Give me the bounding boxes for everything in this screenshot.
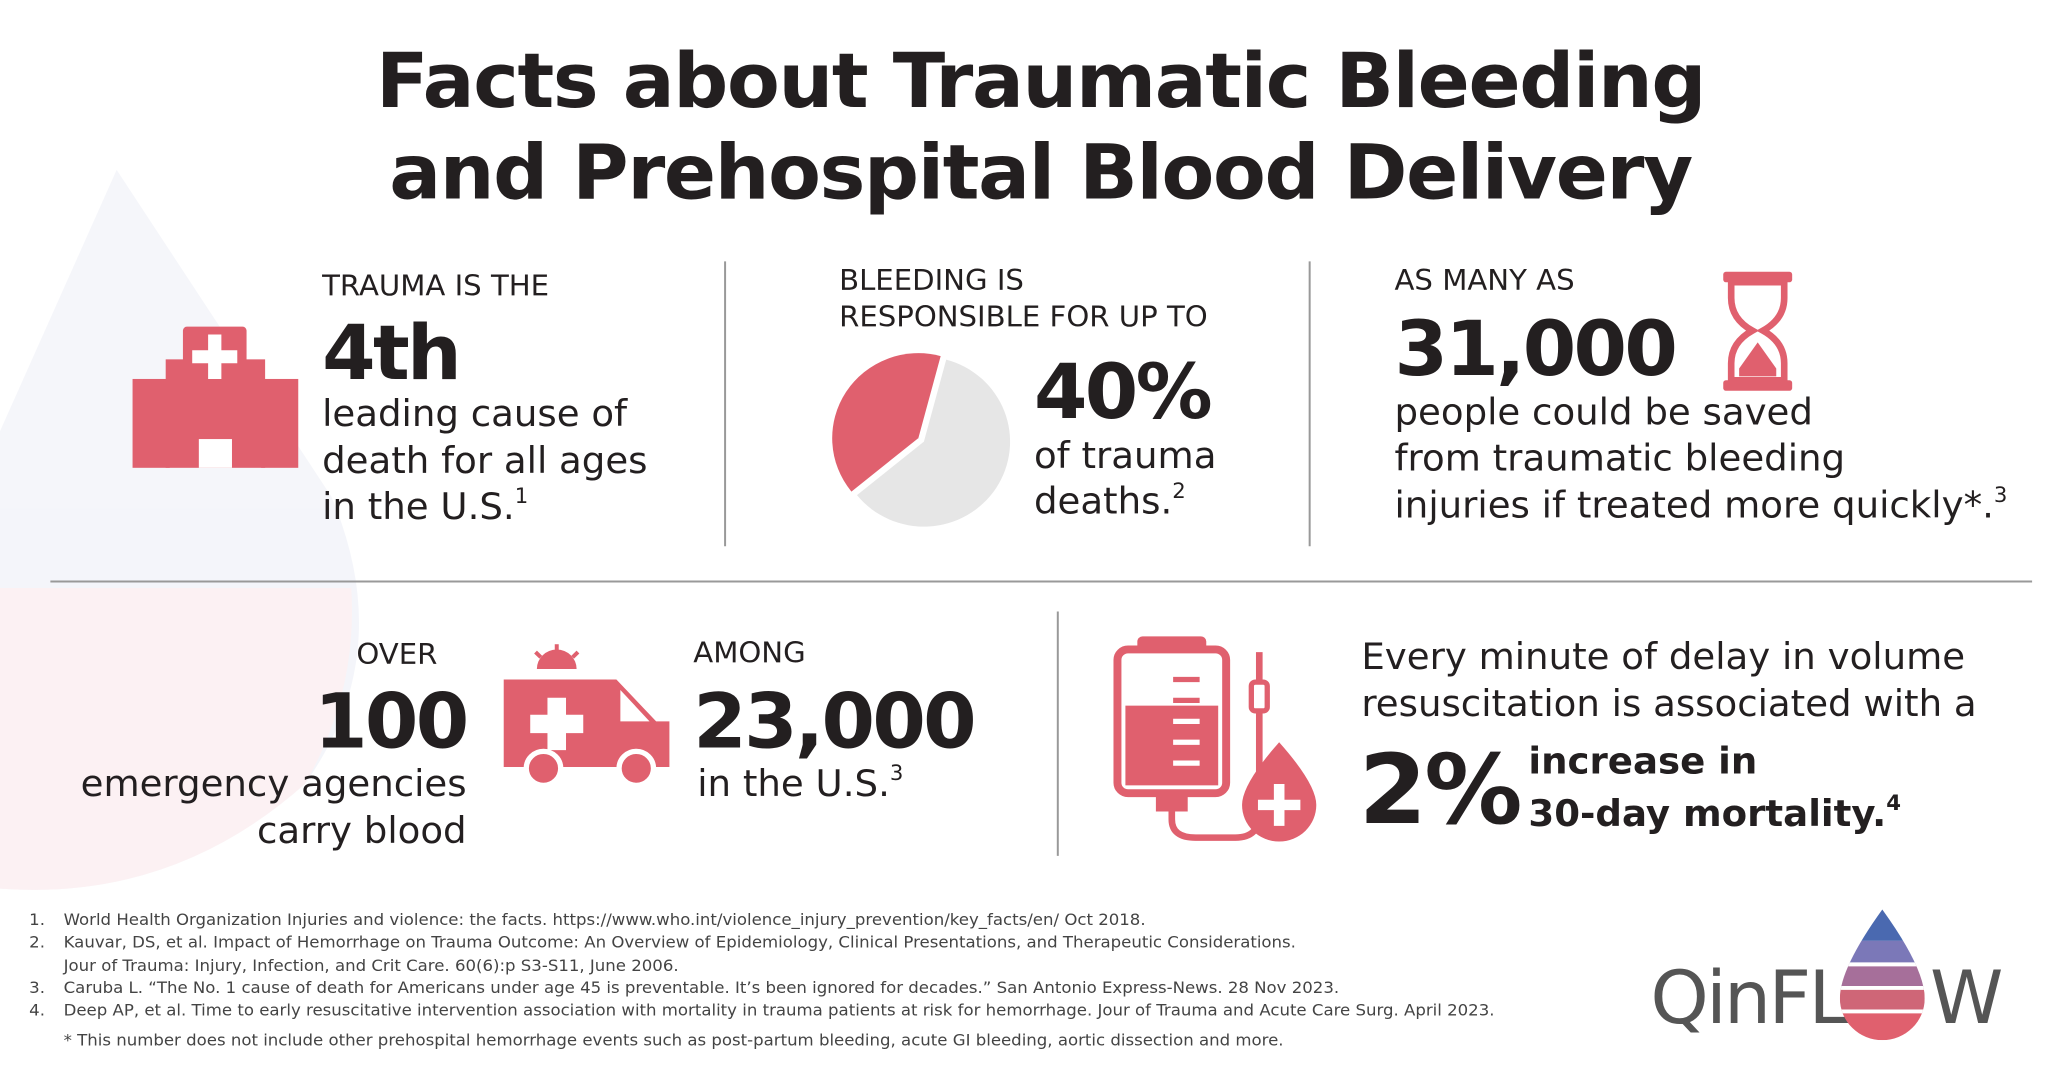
ambulance-icon xyxy=(503,644,670,788)
fact-figure: 2% xyxy=(1359,734,1520,846)
fact-body: from traumatic bleeding xyxy=(1394,437,1845,480)
dividers xyxy=(50,261,2033,856)
note: * This number does not include other pre… xyxy=(64,1031,1284,1050)
pie xyxy=(832,353,1011,527)
fact-body: emergency agencies xyxy=(81,762,467,805)
title: and Prehospital Blood Delivery xyxy=(389,129,1692,217)
fact-figure: 23,000 xyxy=(693,678,974,766)
iv-bag-icon xyxy=(1113,636,1317,842)
fact-body: 30-day mortality.4 xyxy=(1528,790,1901,834)
footnote: World Health Organization Injuries and v… xyxy=(64,910,1146,930)
fact-figure: 40% xyxy=(1034,349,1211,437)
fact-body: carry blood xyxy=(257,809,467,852)
footnote: Jour of Trauma: Injury, Infection, and C… xyxy=(63,956,679,975)
fact-lead: AS MANY AS xyxy=(1394,263,1574,297)
footnote: Kauvar, DS, et al. Impact of Hemorrhage … xyxy=(64,933,1296,952)
fact-lead: BLEEDING IS xyxy=(839,263,1024,297)
fact-lead: resuscitation is associated with a xyxy=(1361,682,1976,725)
fact-lead: Every minute of delay in volume xyxy=(1361,635,1965,678)
fact-lead: RESPONSIBLE FOR UP TO xyxy=(839,300,1208,334)
footnotes: 1. World Health Organization Injuries an… xyxy=(29,910,1494,1049)
hospital-icon xyxy=(132,326,299,468)
fact-figure: 100 xyxy=(314,678,467,766)
fact-lead: TRAUMA IS THE xyxy=(321,269,549,303)
fact-body: injuries if treated more quickly*.3 xyxy=(1394,482,2007,526)
logo-text: QinFL xyxy=(1650,957,1849,1041)
footnote-num: 2. xyxy=(29,933,45,952)
footnote: Caruba L. “The No. 1 cause of death for … xyxy=(64,978,1340,997)
title: Facts about Traumatic Bleeding xyxy=(376,38,1705,126)
fact-body: leading cause of xyxy=(322,392,628,435)
pie-rest xyxy=(856,359,1011,527)
footnote-num: 4. xyxy=(29,1000,45,1019)
footnote-num: 3. xyxy=(29,978,45,997)
fact-body: increase in xyxy=(1528,740,1757,783)
logo-text: W xyxy=(1930,957,2003,1041)
fact-figure: 4th xyxy=(322,309,459,397)
fact-body: in the U.S.1 xyxy=(322,483,528,527)
fact-body: death for all ages xyxy=(322,439,647,482)
hourglass-icon xyxy=(1723,271,1793,391)
fact-body: people could be saved xyxy=(1394,391,1812,434)
fact-body: of trauma xyxy=(1034,434,1217,477)
footnote: Deep AP, et al. Time to early resuscitat… xyxy=(64,1000,1495,1019)
fact-lead: OVER xyxy=(356,637,437,671)
fact-body: deaths.2 xyxy=(1034,478,1186,522)
logo: QinFL W xyxy=(1650,909,2003,1041)
pie-slice xyxy=(832,353,941,492)
fact-lead: AMONG xyxy=(693,636,805,670)
background-drop xyxy=(0,169,360,890)
fact-body: in the U.S.3 xyxy=(697,760,903,804)
footnote-num: 1. xyxy=(29,910,45,929)
fact-figure: 31,000 xyxy=(1394,306,1675,394)
